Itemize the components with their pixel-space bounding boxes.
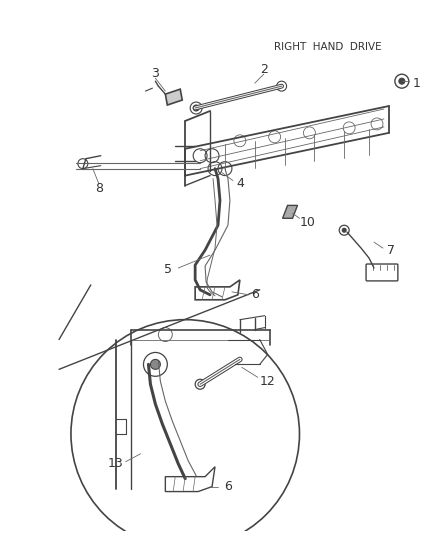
FancyBboxPatch shape — [366, 264, 398, 281]
Text: 3: 3 — [152, 67, 159, 80]
Text: 6: 6 — [251, 288, 259, 301]
Polygon shape — [283, 205, 297, 219]
Circle shape — [342, 228, 346, 232]
Text: 13: 13 — [108, 457, 124, 470]
Polygon shape — [165, 89, 182, 105]
Text: 1: 1 — [413, 77, 420, 90]
Circle shape — [399, 78, 405, 84]
Text: 4: 4 — [236, 177, 244, 190]
Text: RIGHT  HAND  DRIVE: RIGHT HAND DRIVE — [274, 42, 381, 52]
Circle shape — [150, 359, 160, 369]
Text: 2: 2 — [260, 63, 268, 76]
Text: 6: 6 — [224, 480, 232, 493]
Text: 10: 10 — [300, 216, 315, 229]
Text: 5: 5 — [164, 263, 172, 277]
Text: 8: 8 — [95, 182, 103, 195]
Text: 7: 7 — [387, 244, 395, 256]
Text: 12: 12 — [260, 375, 276, 388]
Circle shape — [193, 105, 199, 111]
